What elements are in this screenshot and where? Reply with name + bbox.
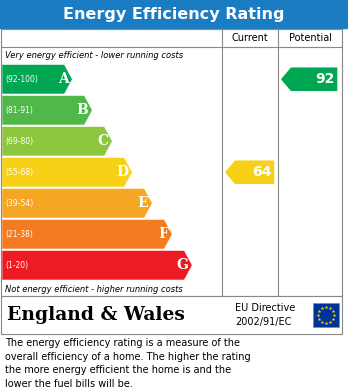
Text: 64: 64 [252,165,271,179]
Text: The energy efficiency rating is a measure of the
overall efficiency of a home. T: The energy efficiency rating is a measur… [5,338,251,389]
Bar [313,303,339,327]
Polygon shape [2,95,92,125]
Text: (81-91): (81-91) [5,106,33,115]
Text: (69-80): (69-80) [5,137,33,146]
Polygon shape [2,65,72,94]
Polygon shape [2,127,112,156]
Polygon shape [2,219,172,249]
Text: (21-38): (21-38) [5,230,33,239]
Text: A: A [58,72,68,86]
Bar [1,29,342,296]
Polygon shape [2,251,192,280]
Text: D: D [116,165,128,179]
Bar [1,296,342,334]
Bar [0,0,348,28]
Text: B: B [77,103,88,117]
Text: Potential: Potential [288,33,332,43]
Text: Very energy efficient - lower running costs: Very energy efficient - lower running co… [5,50,183,59]
Text: (92-100): (92-100) [5,75,38,84]
Polygon shape [2,158,132,187]
Text: (55-68): (55-68) [5,168,33,177]
Polygon shape [281,68,337,91]
Text: (39-54): (39-54) [5,199,33,208]
Polygon shape [225,160,274,184]
Text: (1-20): (1-20) [5,261,28,270]
Text: Energy Efficiency Rating: Energy Efficiency Rating [63,7,285,22]
Polygon shape [2,188,152,218]
Text: C: C [97,134,108,148]
Text: 92: 92 [315,72,334,86]
Text: E: E [138,196,148,210]
Text: G: G [176,258,188,272]
Text: England & Wales: England & Wales [7,306,185,324]
Text: F: F [158,227,168,241]
Text: Current: Current [232,33,268,43]
Text: EU Directive
2002/91/EC: EU Directive 2002/91/EC [235,303,295,326]
Text: Not energy efficient - higher running costs: Not energy efficient - higher running co… [5,285,183,294]
